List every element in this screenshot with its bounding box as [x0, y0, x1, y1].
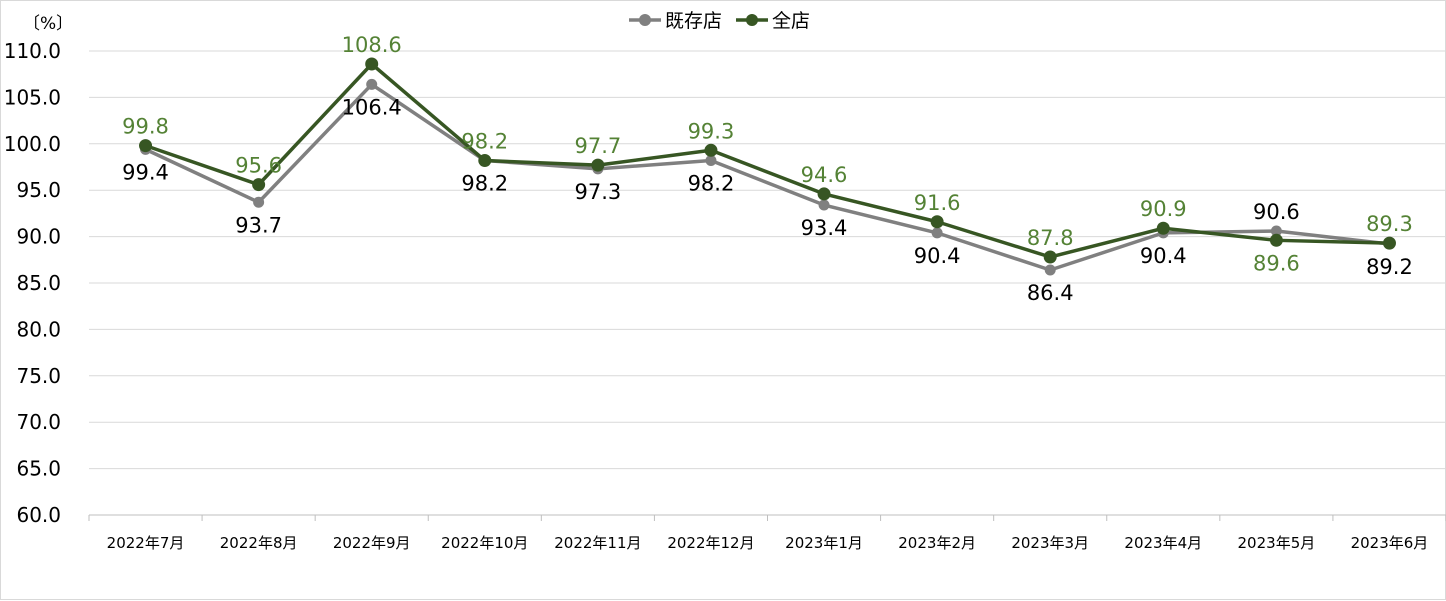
- data-point: [591, 158, 605, 172]
- data-point: [478, 154, 492, 168]
- x-tick-label: 2023年3月: [1011, 534, 1089, 552]
- data-label: 93.4: [801, 216, 848, 240]
- data-label: 89.3: [1366, 212, 1413, 236]
- data-label: 89.2: [1366, 255, 1413, 279]
- data-point: [1269, 233, 1283, 247]
- data-point: [1044, 264, 1056, 276]
- y-tick-label: 95.0: [16, 178, 61, 202]
- series-line-existing-stores: [144, 82, 1390, 272]
- legend-marker: [639, 14, 651, 26]
- data-label: 94.6: [801, 163, 848, 187]
- data-labels: 99.4 99.8 93.7 95.6 106.4 108.6 98.2 98.2 97.3 97…: [122, 33, 1413, 305]
- data-label: 97.7: [574, 134, 621, 158]
- y-tick-label: 90.0: [16, 225, 61, 249]
- data-point: [139, 139, 153, 153]
- data-label: 86.4: [1027, 281, 1074, 305]
- x-tick-label: 2022年7月: [107, 534, 185, 552]
- data-label: 97.3: [574, 180, 621, 204]
- data-point: [931, 227, 943, 239]
- legend-label: 全店: [772, 10, 810, 32]
- data-label: 98.2: [688, 172, 735, 196]
- axes: 60.0 65.0 70.0 75.0 80.0 85.0 90.0 95.0 100.0 105…: [4, 39, 1446, 552]
- y-unit-label: 〔%〕: [23, 14, 73, 34]
- data-point: [817, 187, 831, 201]
- data-label: 95.6: [235, 154, 282, 178]
- data-label: 106.4: [342, 95, 402, 119]
- legend-label: 既存店: [665, 10, 722, 32]
- data-label: 87.8: [1027, 226, 1074, 250]
- x-tick-label: 2023年2月: [898, 534, 976, 552]
- y-tick-label: 80.0: [16, 317, 61, 341]
- x-tick-label: 2023年1月: [785, 534, 863, 552]
- data-label: 90.9: [1140, 197, 1187, 221]
- x-tick-label: 2022年8月: [220, 534, 298, 552]
- data-label: 98.2: [461, 130, 508, 154]
- data-point: [1156, 221, 1170, 235]
- data-label: 93.7: [235, 213, 282, 237]
- data-point: [930, 215, 944, 229]
- x-tick-label: 2022年11月: [554, 534, 641, 552]
- data-point: [705, 155, 717, 167]
- data-label: 99.4: [122, 160, 169, 184]
- data-label: 90.6: [1253, 200, 1300, 224]
- y-tick-label: 65.0: [16, 457, 61, 481]
- y-tick-label: 100.0: [4, 132, 61, 156]
- data-label: 99.8: [122, 115, 169, 139]
- x-tick-label: 2022年9月: [333, 534, 411, 552]
- y-tick-label: 70.0: [16, 410, 61, 434]
- y-tick-label: 75.0: [16, 364, 61, 388]
- legend-marker: [746, 14, 758, 26]
- data-point: [253, 196, 265, 208]
- data-point: [365, 57, 379, 71]
- y-tick-label: 85.0: [16, 271, 61, 295]
- data-label: 99.3: [688, 119, 735, 143]
- y-tick-label: 110.0: [4, 39, 61, 63]
- data-point: [1043, 250, 1057, 264]
- data-point: [818, 199, 830, 211]
- data-point: [1382, 236, 1396, 250]
- x-tick-label: 2022年10月: [441, 534, 528, 552]
- data-point: [1270, 225, 1282, 237]
- x-tick-label: 2023年5月: [1238, 534, 1316, 552]
- data-label: 90.4: [914, 244, 961, 268]
- y-tick-label: 105.0: [4, 85, 61, 109]
- data-label: 90.4: [1140, 244, 1187, 268]
- x-tick-label: 2023年4月: [1124, 534, 1202, 552]
- data-point: [252, 178, 266, 192]
- series-lines: [139, 57, 1396, 276]
- legend: 既存店 全店: [629, 10, 810, 32]
- data-point: [366, 78, 378, 90]
- data-label: 108.6: [342, 33, 402, 57]
- y-tick-label: 60.0: [16, 503, 61, 527]
- gridlines: [89, 50, 1446, 470]
- x-tick-label: 2023年6月: [1351, 534, 1429, 552]
- data-label: 91.6: [914, 191, 961, 215]
- series-line-all-stores: [144, 62, 1390, 259]
- x-tick-label: 2022年12月: [667, 534, 754, 552]
- data-label: 89.6: [1253, 251, 1300, 275]
- data-label: 98.2: [461, 172, 508, 196]
- data-point: [704, 143, 718, 157]
